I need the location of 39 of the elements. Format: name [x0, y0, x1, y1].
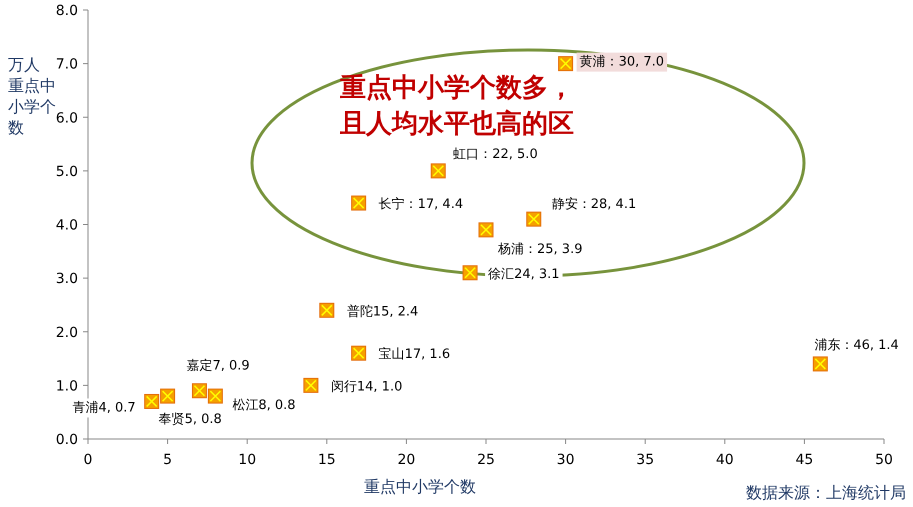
data-label: 青浦4, 0.7	[72, 400, 136, 416]
y-tick-label: 7.0	[56, 56, 78, 73]
data-label: 嘉定7, 0.9	[186, 358, 250, 374]
x-tick-label: 0	[84, 452, 92, 468]
annotation: 重点中小学个数多，	[339, 73, 574, 103]
y-tick-label: 5.0	[56, 164, 78, 180]
data-label: 黄浦：30, 7.0	[580, 54, 664, 70]
y-tick-label: 4.0	[56, 218, 78, 234]
y-tick-label: 8.0	[56, 3, 78, 19]
x-tick-label: 50	[875, 452, 893, 468]
x-tick-label: 30	[556, 452, 575, 468]
y-tick-label: 3.0	[56, 271, 78, 288]
data-label: 闵行14, 1.0	[330, 379, 402, 394]
data-label: 虹口：22, 5.0	[453, 146, 538, 162]
x-tick-label: 15	[318, 452, 336, 468]
annotation: 且人均水平也高的区	[339, 109, 574, 139]
x-tick-label: 5	[163, 452, 172, 468]
x-tick-label: 10	[238, 452, 256, 468]
y-tick-label: 1.0	[56, 378, 78, 394]
x-tick-label: 40	[716, 452, 734, 468]
x-tick-label: 35	[636, 452, 654, 468]
y-tick-label: 0.0	[56, 432, 78, 448]
x-tick-label: 25	[477, 452, 495, 468]
x-tick-label: 45	[795, 452, 814, 468]
y-tick-label: 6.0	[56, 110, 78, 126]
data-label: 杨浦：25, 3.9	[497, 242, 582, 257]
data-label: 松江8, 0.8	[232, 398, 296, 414]
data-label: 静安：28, 4.1	[552, 196, 636, 212]
source-note: 数据来源：上海统计局	[746, 483, 906, 502]
x-axis-title: 重点中小学个数	[364, 477, 476, 496]
x-tick-label: 20	[397, 452, 416, 468]
y-axis-title: 万人重点中小学个数	[8, 55, 56, 137]
data-label: 浦东：46, 1.4	[814, 338, 899, 353]
data-label: 长宁：17, 4.4	[378, 196, 464, 212]
data-label: 宝山17, 1.6	[378, 346, 450, 362]
data-label: 奉贤5, 0.8	[158, 412, 222, 428]
data-label: 普陀15, 2.4	[346, 303, 418, 320]
y-tick-label: 2.0	[56, 324, 78, 341]
data-label: 徐汇24, 3.1	[488, 266, 560, 282]
